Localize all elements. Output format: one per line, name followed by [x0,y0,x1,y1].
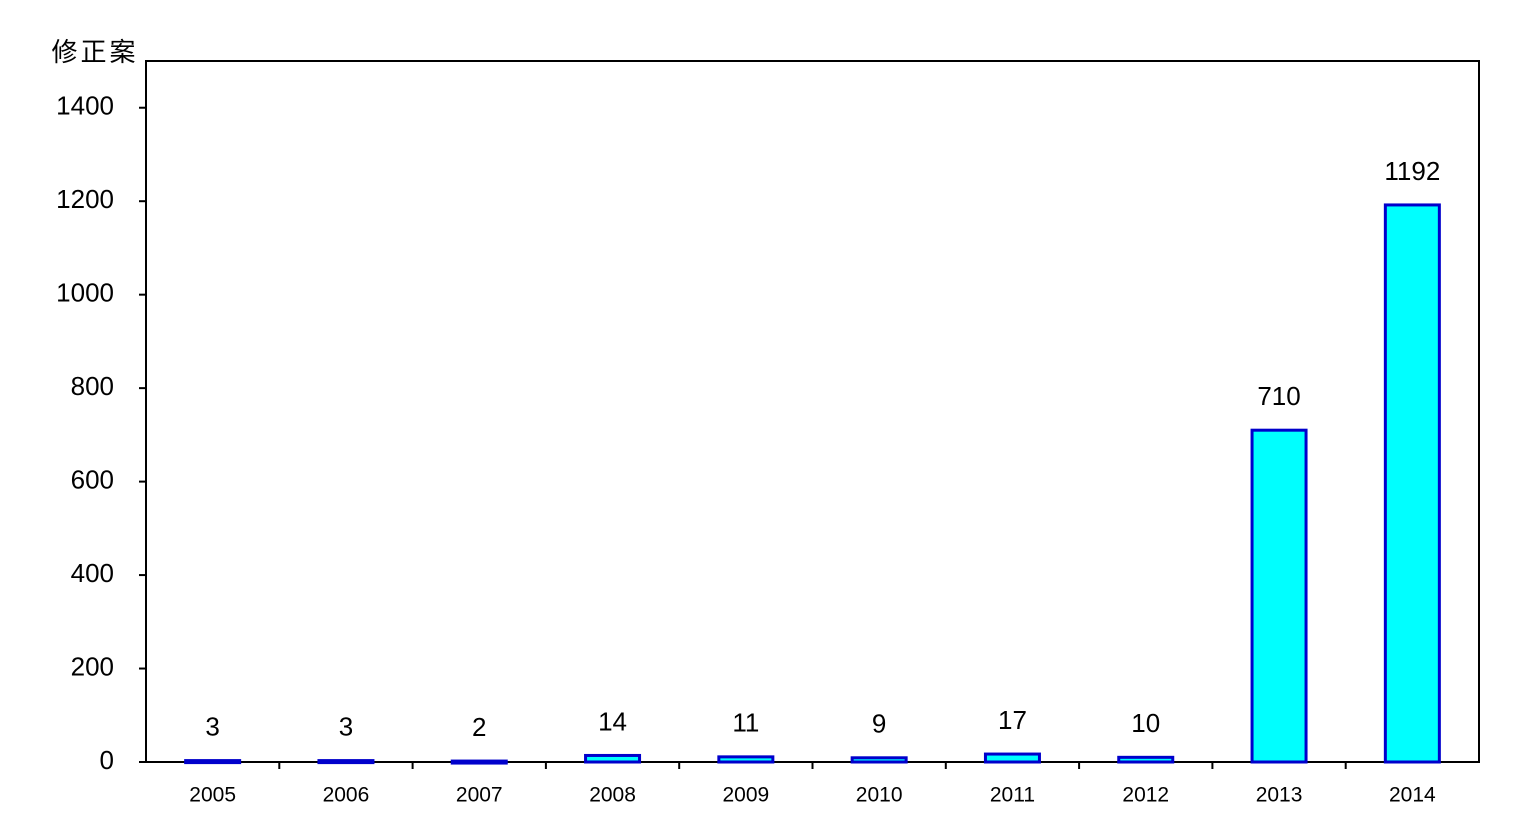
value-label: 2 [472,712,486,742]
x-tick-label: 2011 [990,784,1035,807]
bar [317,759,375,765]
value-label: 3 [205,711,219,741]
x-tick-label: 2009 [722,784,769,807]
x-tick-label: 2006 [323,784,370,807]
y-axis-label: 修正案 [51,37,138,67]
bar [584,753,642,764]
bar [1383,203,1441,764]
x-tick-label: 2014 [1389,784,1436,807]
value-label: 3 [339,711,353,741]
x-tick-label: 2005 [189,784,236,807]
value-label: 9 [872,709,886,739]
x-tick-label: 2010 [856,784,903,807]
value-label: 17 [998,705,1027,735]
x-tick-label: 2012 [1122,784,1169,807]
bar [850,756,908,764]
value-label: 710 [1257,381,1300,411]
bar [1250,428,1308,764]
y-tick-label: 800 [71,371,114,401]
x-tick-label: 2008 [589,784,636,807]
y-tick-label: 1200 [56,184,114,214]
y-tick-label: 400 [71,558,114,588]
bar [184,759,242,765]
y-tick-label: 200 [71,651,114,681]
y-tick-label: 1000 [56,278,114,308]
y-tick-label: 600 [71,464,114,494]
value-label: 1192 [1384,156,1440,186]
bar [983,752,1041,764]
value-label: 11 [732,708,759,738]
bar [450,759,508,765]
bar [1117,755,1175,764]
y-tick-label: 0 [100,745,114,775]
bar [717,755,775,764]
x-tick-label: 2007 [456,784,503,807]
x-tick-label: 2013 [1256,784,1303,807]
y-tick-label: 1400 [56,91,114,121]
value-label: 14 [598,706,627,736]
value-label: 10 [1131,708,1160,738]
